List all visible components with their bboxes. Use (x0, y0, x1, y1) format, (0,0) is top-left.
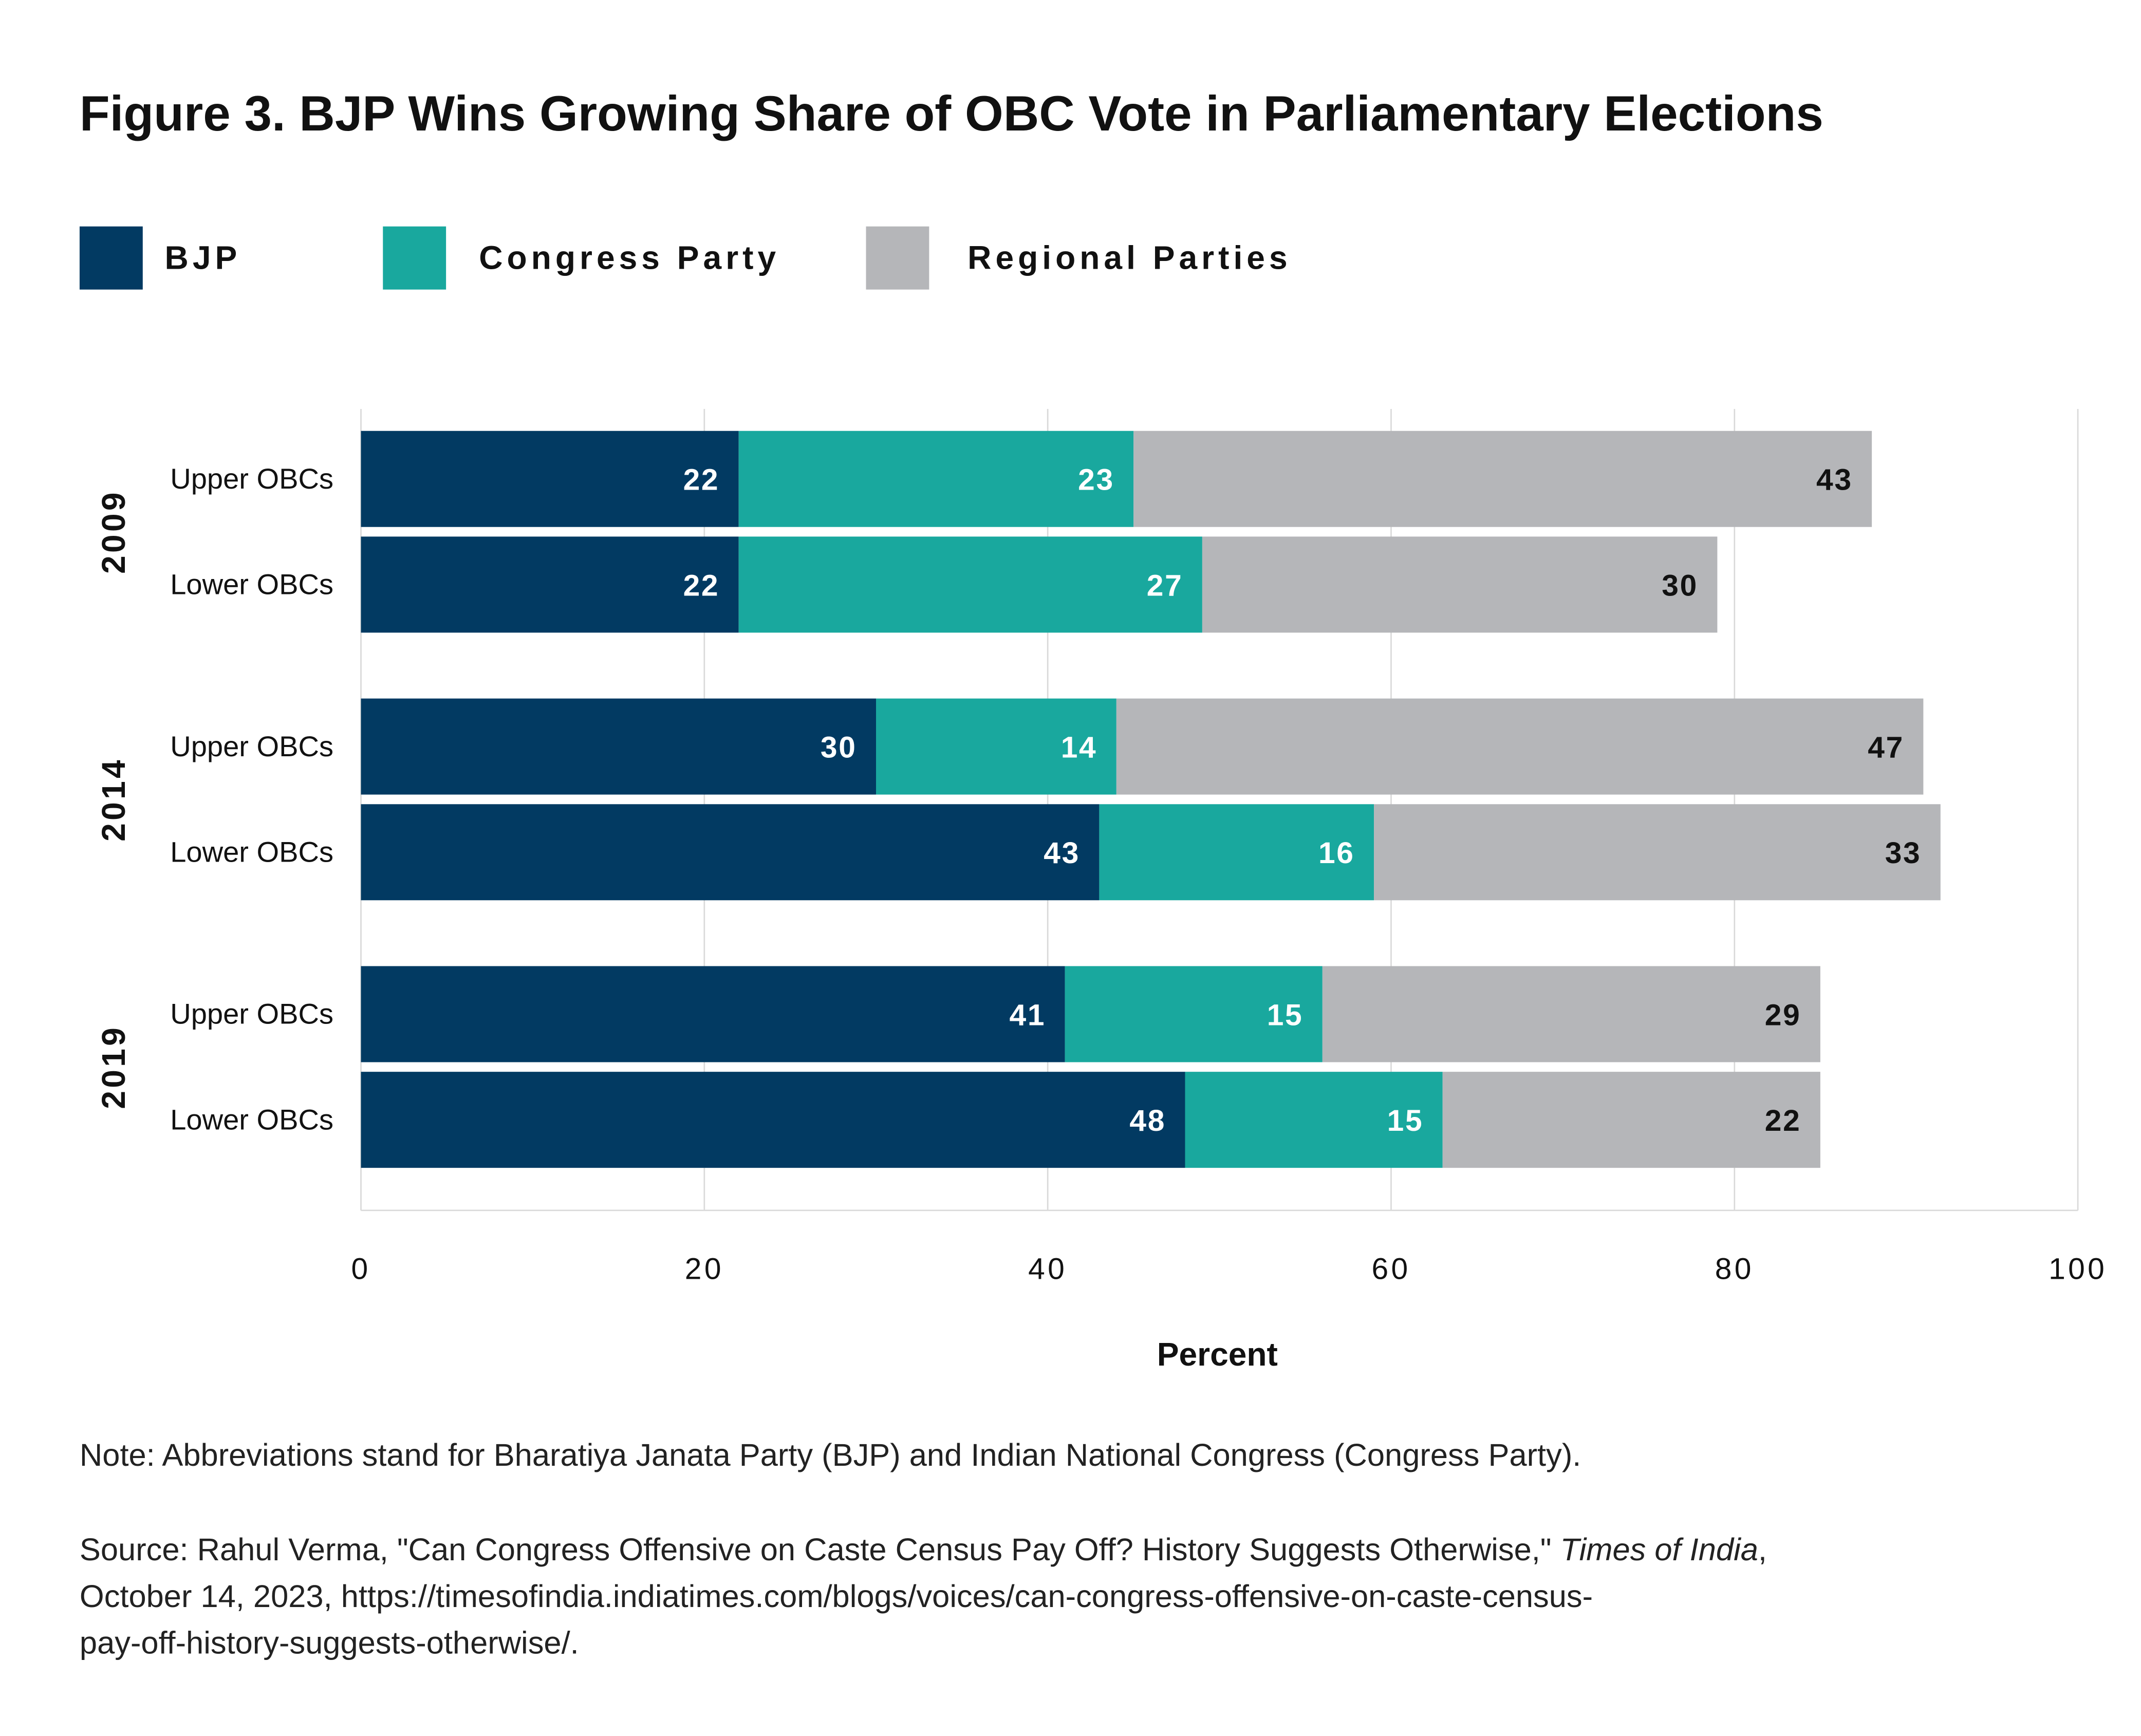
data-label: 48 (1129, 1104, 1166, 1137)
data-label: 22 (683, 463, 720, 497)
data-label: 33 (1885, 836, 1922, 870)
source-publication: Times of India (1560, 1532, 1758, 1567)
legend-swatch (866, 226, 929, 290)
bar-segment (361, 536, 739, 633)
bar-segment (361, 804, 1100, 901)
category-label: Lower OBCs (170, 568, 333, 601)
category-label: Lower OBCs (170, 835, 333, 868)
bar-segment (1133, 431, 1872, 527)
legend-swatch (79, 226, 143, 290)
x-axis-ticks: 0 20 40 60 80 100 (351, 1253, 2107, 1286)
category-label: Upper OBCs (170, 730, 333, 762)
bar-segment (361, 698, 876, 795)
bar-segment (738, 536, 1202, 633)
bar-segment (1322, 966, 1820, 1062)
x-tick-label: 80 (1715, 1253, 1754, 1286)
year-label: 2019 (95, 1025, 132, 1109)
data-label: 15 (1267, 998, 1304, 1032)
legend: BJP Congress Party Regional Parties (79, 226, 1291, 290)
year-label: 2014 (95, 757, 132, 842)
data-label: 43 (1816, 463, 1853, 497)
legend-label: Regional Parties (967, 239, 1291, 276)
data-label: 22 (683, 569, 720, 602)
data-label: 22 (1765, 1104, 1801, 1137)
data-label: 27 (1147, 569, 1183, 602)
x-tick-label: 100 (2049, 1253, 2107, 1286)
source-line-3: pay-off-history-suggests-otherwise/. (80, 1626, 579, 1661)
year-label: 2009 (95, 490, 132, 574)
bar-segment (361, 966, 1065, 1062)
note: Note: Abbreviations stand for Bharatiya … (80, 1438, 1581, 1473)
legend-label: BJP (165, 239, 241, 276)
category-label: Upper OBCs (170, 998, 333, 1030)
category-labels: 2009 Upper OBCs Lower OBCs 2014 Upper OBCs Lo… (95, 462, 333, 1135)
x-tick-label: 60 (1371, 1253, 1410, 1286)
category-label: Upper OBCs (170, 462, 333, 495)
data-label: 14 (1061, 731, 1097, 764)
bar-segment (876, 698, 1116, 795)
data-label: 15 (1387, 1104, 1424, 1137)
x-tick-label: 0 (351, 1253, 371, 1286)
source-line-2: October 14, 2023, https://timesofindia.i… (80, 1579, 1593, 1614)
data-label: 30 (1662, 569, 1698, 602)
bar-segment (1099, 804, 1374, 901)
legend-swatch (383, 226, 446, 290)
data-label: 29 (1765, 998, 1801, 1032)
category-label: Lower OBCs (170, 1103, 333, 1135)
chart-title: Figure 3. BJP Wins Growing Share of OBC … (80, 86, 1823, 141)
x-axis-label: Percent (1157, 1336, 1278, 1373)
data-label: 30 (821, 731, 857, 764)
source-line-1: Source: Rahul Verma, "Can Congress Offen… (80, 1532, 1767, 1567)
data-label: 23 (1078, 463, 1114, 497)
bar-segment (1374, 804, 1941, 901)
data-label: 47 (1868, 731, 1904, 764)
legend-label: Congress Party (479, 239, 780, 276)
x-tick-label: 20 (685, 1253, 724, 1286)
x-tick-label: 40 (1028, 1253, 1067, 1286)
data-label: 43 (1044, 836, 1080, 870)
bar-segment (738, 431, 1134, 527)
source-text: Source: Rahul Verma, "Can Congress Offen… (80, 1532, 1560, 1567)
source-punct: , (1758, 1532, 1767, 1567)
bars: 22 23 43 22 27 30 30 14 47 43 16 33 41 15 29 48 15 22 (361, 431, 1941, 1168)
bar-segment (1116, 698, 1924, 795)
bar-segment (361, 431, 739, 527)
bar-segment (1442, 1072, 1820, 1168)
bar-segment (1185, 1072, 1443, 1168)
bar-segment (1202, 536, 1718, 633)
data-label: 41 (1009, 998, 1046, 1032)
bar-segment (361, 1072, 1185, 1168)
bar-segment (1065, 966, 1323, 1062)
data-label: 16 (1318, 836, 1355, 870)
